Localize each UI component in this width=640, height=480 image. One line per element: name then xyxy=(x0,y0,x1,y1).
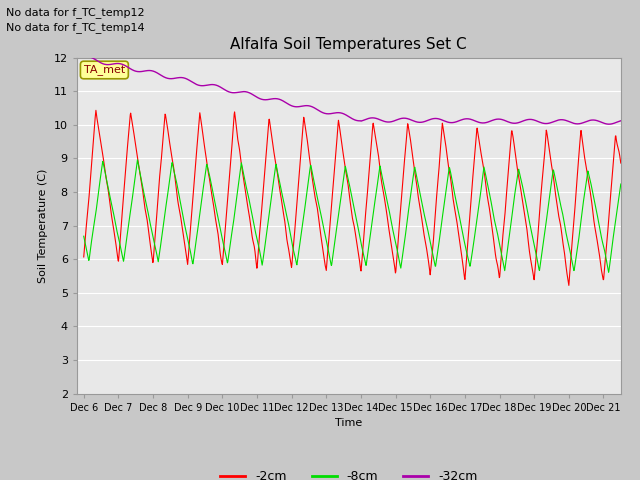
Text: No data for f_TC_temp14: No data for f_TC_temp14 xyxy=(6,22,145,33)
Y-axis label: Soil Temperature (C): Soil Temperature (C) xyxy=(38,168,48,283)
X-axis label: Time: Time xyxy=(335,418,362,428)
Title: Alfalfa Soil Temperatures Set C: Alfalfa Soil Temperatures Set C xyxy=(230,37,467,52)
Text: No data for f_TC_temp12: No data for f_TC_temp12 xyxy=(6,7,145,18)
Text: TA_met: TA_met xyxy=(84,64,125,75)
Legend: -2cm, -8cm, -32cm: -2cm, -8cm, -32cm xyxy=(215,465,483,480)
